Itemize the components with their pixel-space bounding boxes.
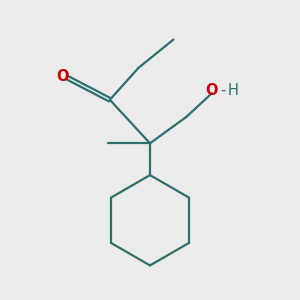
Text: O: O — [56, 69, 68, 84]
Text: O: O — [206, 83, 218, 98]
Text: H: H — [227, 83, 238, 98]
Text: -: - — [220, 83, 225, 98]
